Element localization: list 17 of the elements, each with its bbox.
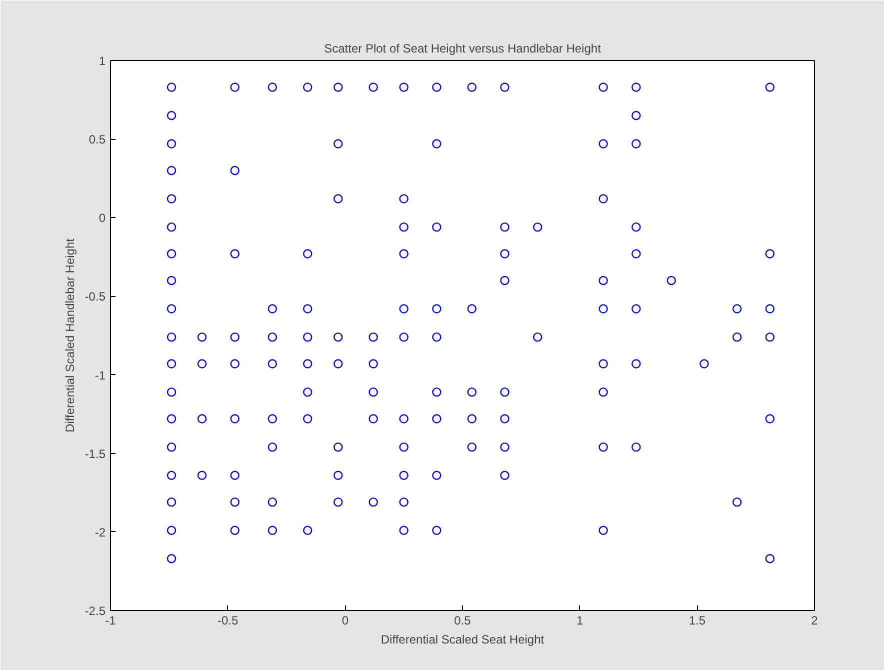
x-tick-label: 0.5 <box>454 614 472 628</box>
y-tick-label: -2 <box>94 525 106 540</box>
y-tick-label: 1 <box>98 54 106 68</box>
x-tick-label: 1 <box>576 614 584 628</box>
x-axis-title: Differential Scaled Seat Height <box>380 632 545 646</box>
x-tick-label: -0.5 <box>217 614 238 628</box>
y-axis-title: Differential Scaled Handlebar Height <box>62 238 77 432</box>
y-tick-label: 0.5 <box>88 132 106 147</box>
y-tick-label: 0 <box>98 211 106 226</box>
x-tick-label: 1.5 <box>688 614 706 628</box>
y-tick-label: -2.5 <box>84 604 106 618</box>
y-tick-label: -1.5 <box>84 446 106 461</box>
y-tick-label: -0.5 <box>84 290 106 304</box>
chart-title: Scatter Plot of Seat Height versus Handlebar Height <box>324 42 602 56</box>
x-tick-label: 2 <box>811 614 818 628</box>
y-tick-label: -1 <box>94 368 106 382</box>
x-tick-label: 0 <box>342 614 349 628</box>
